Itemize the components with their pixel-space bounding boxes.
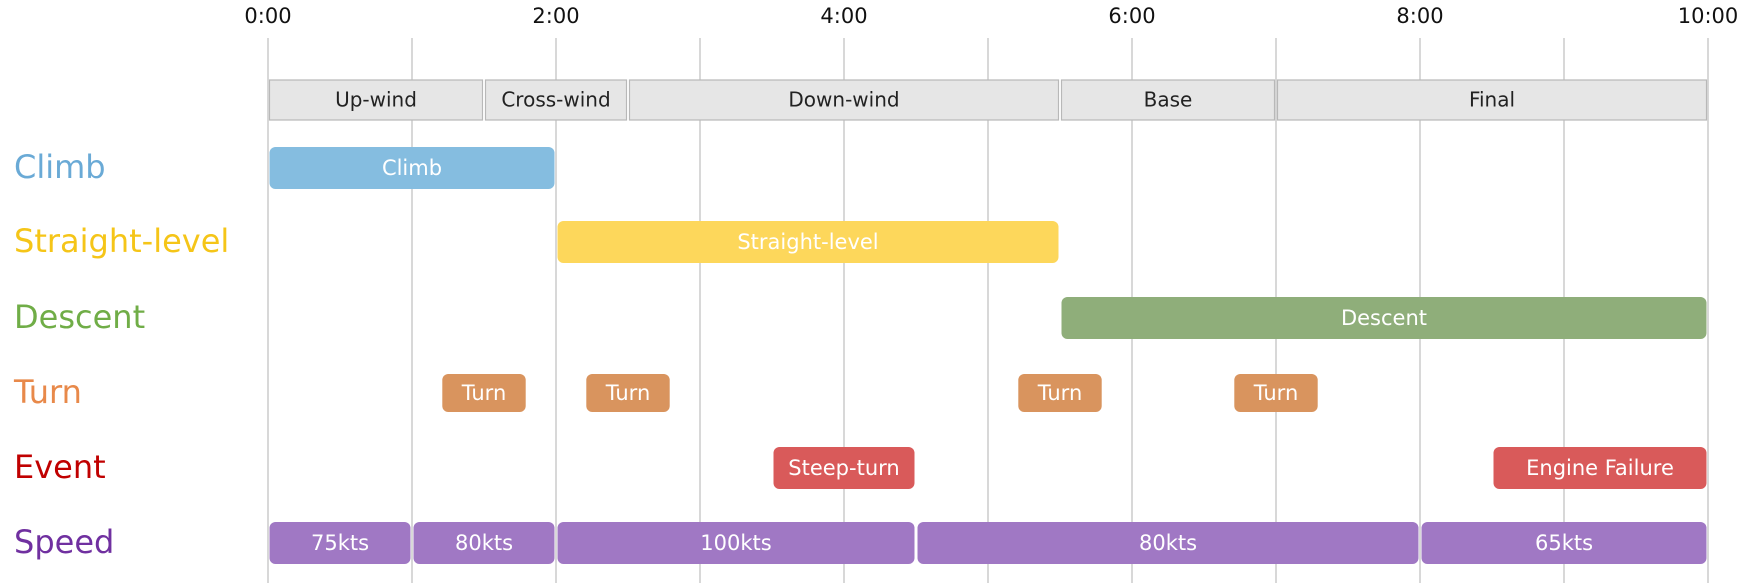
- timeline-bar: [1493, 447, 1707, 489]
- bar-label: Turn: [1037, 381, 1083, 405]
- phase-label: Final: [1469, 88, 1515, 112]
- timeline-bar: [557, 221, 1059, 263]
- timeline-bar: [773, 447, 915, 489]
- time-tick-label: 10:00: [1678, 4, 1739, 28]
- timeline-bar: [269, 147, 555, 189]
- row-label: Event: [14, 448, 106, 486]
- bar-label: Turn: [461, 381, 507, 405]
- row-labels: Climb Straight-level Descent Turn Event Speed: [13, 148, 229, 561]
- bar-label: Engine Failure: [1526, 456, 1674, 480]
- time-tick-label: 2:00: [532, 4, 579, 28]
- bar-label: Turn: [605, 381, 651, 405]
- phase-label: Up-wind: [335, 88, 417, 112]
- phase-label: Base: [1144, 88, 1193, 112]
- bar-label: Steep-turn: [788, 456, 899, 480]
- timeline-bars: Climb Straight-level Descent Turn Turn Turn Tu…: [269, 147, 1707, 564]
- bar-label: Climb: [382, 156, 442, 180]
- row-label: Straight-level: [14, 222, 229, 260]
- timeline-bar: [442, 374, 526, 412]
- phase-label: Down-wind: [788, 88, 899, 112]
- bar-label: 100kts: [700, 531, 771, 555]
- bar-label: 80kts: [1139, 531, 1197, 555]
- row-label: Turn: [13, 373, 82, 411]
- phase-box: [1276, 79, 1708, 121]
- timeline-bar: [557, 522, 915, 564]
- timeline-bar: [586, 374, 670, 412]
- bar-label: Descent: [1341, 306, 1427, 330]
- timeline-bar: [1061, 297, 1707, 339]
- timeline-bar: [917, 522, 1419, 564]
- phase-header: Up-wind Cross-wind Down-wind Base Final: [268, 79, 1708, 121]
- phase-box: [484, 79, 628, 121]
- bar-label: Turn: [1253, 381, 1299, 405]
- row-label: Speed: [14, 523, 114, 561]
- time-axis: 0:00 2:00 4:00 6:00 8:00 10:00: [244, 4, 1738, 28]
- time-tick-label: 6:00: [1108, 4, 1155, 28]
- bar-label: Straight-level: [737, 230, 878, 254]
- time-tick-label: 8:00: [1396, 4, 1443, 28]
- time-tick-label: 4:00: [820, 4, 867, 28]
- timeline-bar: [1018, 374, 1102, 412]
- timeline-bar: [413, 522, 555, 564]
- timeline-bar: [1421, 522, 1707, 564]
- time-tick-label: 0:00: [244, 4, 291, 28]
- timeline-bar: [1234, 374, 1318, 412]
- phase-label: Cross-wind: [501, 88, 610, 112]
- bar-label: 75kts: [311, 531, 369, 555]
- row-label: Climb: [14, 148, 106, 186]
- bar-label: 80kts: [455, 531, 513, 555]
- phase-box: [268, 79, 484, 121]
- phase-box: [628, 79, 1060, 121]
- phase-box: [1060, 79, 1276, 121]
- row-label: Descent: [14, 298, 145, 336]
- bar-label: 65kts: [1535, 531, 1593, 555]
- timeline-bar: [269, 522, 411, 564]
